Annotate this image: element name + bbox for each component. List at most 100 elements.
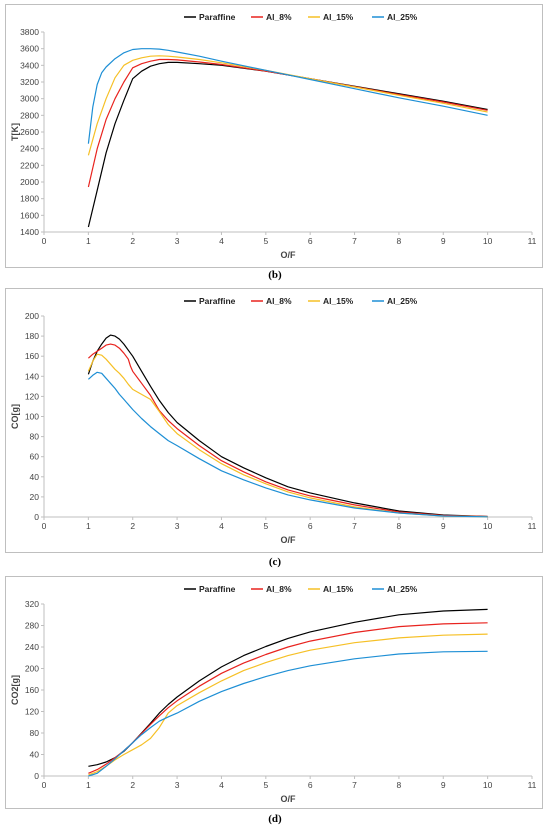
y-tick-label: 2600 (20, 127, 39, 137)
y-tick-label: 40 (30, 750, 40, 760)
x-tick-label: 7 (352, 521, 357, 531)
y-tick-label: 240 (25, 642, 39, 652)
x-axis-title: O/F (281, 250, 297, 260)
series-line-al-15- (88, 633, 488, 776)
y-tick-label: 1600 (20, 210, 39, 220)
series-line-paraffine (87, 61, 488, 228)
x-tick-label: 8 (397, 521, 402, 531)
x-tick-label: 11 (528, 236, 537, 246)
y-tick-label: 1400 (20, 227, 39, 237)
chart-c: 0 20 40 60 80 100 120 140 160 180 200 0 1 2 3 4 5 6 7 8 9 10 1… (10, 296, 537, 545)
y-tick-label: 3600 (20, 44, 39, 54)
legend-label: Al_15% (323, 296, 354, 306)
y-tick-label: 40 (30, 472, 40, 482)
y-tick-label: 120 (25, 391, 39, 401)
x-axis-title: O/F (281, 794, 297, 804)
legend-label: Paraffine (199, 296, 236, 306)
legend-label: Al_8% (266, 12, 292, 22)
x-tick-label: 1 (86, 780, 91, 790)
y-tick-label: 0 (34, 771, 39, 781)
legend-label: Al_15% (323, 12, 354, 22)
x-tick-label: 0 (42, 521, 47, 531)
series-line-al-25- (87, 48, 488, 144)
caption-d: (d) (268, 813, 282, 825)
x-tick-label: 11 (528, 780, 537, 790)
x-tick-label: 2 (130, 521, 135, 531)
y-tick-label: 3000 (20, 94, 39, 104)
x-tick-label: 3 (175, 780, 180, 790)
x-tick-label: 5 (263, 780, 268, 790)
y-tick-label: 3200 (20, 77, 39, 87)
y-tick-label: 80 (30, 728, 40, 738)
x-tick-label: 11 (528, 521, 537, 531)
chart-d: 0 40 80 120 160 200 240 280 320 0 1 2 3 4 5 6 7 8 9 10 11 O/F… (10, 584, 537, 804)
series-line-al-25- (87, 371, 488, 518)
series-line-al-15- (87, 353, 488, 518)
y-axis-title: T[K] (10, 123, 20, 141)
x-tick-label: 9 (441, 780, 446, 790)
x-tick-label: 4 (219, 521, 224, 531)
x-tick-label: 3 (175, 236, 180, 246)
x-tick-label: 9 (441, 521, 446, 531)
x-tick-label: 1 (86, 236, 91, 246)
y-tick-label: 160 (25, 685, 39, 695)
y-tick-label: 2800 (20, 110, 39, 120)
y-axis-title: CO[g] (10, 404, 20, 429)
y-tick-label: 3400 (20, 60, 39, 70)
y-tick-label: 200 (25, 311, 39, 321)
x-tick-label: 5 (263, 236, 268, 246)
x-tick-label: 10 (483, 780, 493, 790)
y-tick-label: 0 (34, 512, 39, 522)
y-tick-label: 2400 (20, 144, 39, 154)
x-tick-label: 6 (308, 236, 313, 246)
series-line-al-8- (88, 622, 488, 774)
x-tick-label: 8 (397, 780, 402, 790)
x-tick-label: 4 (219, 780, 224, 790)
x-axis-title: O/F (281, 535, 297, 545)
y-tick-label: 320 (25, 599, 39, 609)
x-tick-label: 3 (175, 521, 180, 531)
legend-label: Al_15% (323, 584, 354, 594)
x-tick-label: 5 (263, 521, 268, 531)
legend-label: Al_8% (266, 584, 292, 594)
y-tick-label: 200 (25, 664, 39, 674)
series-line-al-25- (88, 650, 488, 777)
legend-label: Al_8% (266, 296, 292, 306)
legend-label: Al_25% (387, 296, 418, 306)
y-tick-label: 140 (25, 371, 39, 381)
series-line-al-8- (87, 343, 488, 518)
legend-label: Al_25% (387, 584, 418, 594)
y-tick-label: 100 (25, 412, 39, 422)
series-line-al-15- (87, 55, 488, 156)
series-line-al-8- (87, 58, 488, 188)
y-tick-label: 2200 (20, 160, 39, 170)
x-tick-label: 0 (42, 236, 47, 246)
x-tick-label: 2 (130, 236, 135, 246)
legend-label: Paraffine (199, 12, 236, 22)
x-tick-label: 8 (397, 236, 402, 246)
caption-c: (c) (268, 556, 282, 568)
y-tick-label: 120 (25, 707, 39, 717)
y-axis-title: CO2[g] (10, 675, 20, 705)
x-tick-label: 10 (483, 236, 493, 246)
y-tick-label: 60 (30, 452, 40, 462)
chart-panel-c: 0 20 40 60 80 100 120 140 160 180 200 0 1 2 3 4 5 6 7 8 9 10 1… (5, 288, 543, 553)
series-line-paraffine (88, 608, 488, 767)
x-tick-label: 4 (219, 236, 224, 246)
x-tick-label: 9 (441, 236, 446, 246)
caption-b: (b) (268, 269, 282, 281)
y-tick-label: 80 (30, 432, 40, 442)
y-tick-label: 180 (25, 331, 39, 341)
x-tick-label: 2 (130, 780, 135, 790)
y-tick-label: 2000 (20, 177, 39, 187)
y-tick-label: 3800 (20, 27, 39, 37)
x-tick-label: 0 (42, 780, 47, 790)
x-tick-label: 1 (86, 521, 91, 531)
series-line-paraffine (87, 334, 488, 518)
x-tick-label: 7 (352, 236, 357, 246)
y-tick-label: 1800 (20, 194, 39, 204)
y-tick-label: 280 (25, 621, 39, 631)
y-tick-label: 160 (25, 351, 39, 361)
x-tick-label: 7 (352, 780, 357, 790)
legend-label: Paraffine (199, 584, 236, 594)
